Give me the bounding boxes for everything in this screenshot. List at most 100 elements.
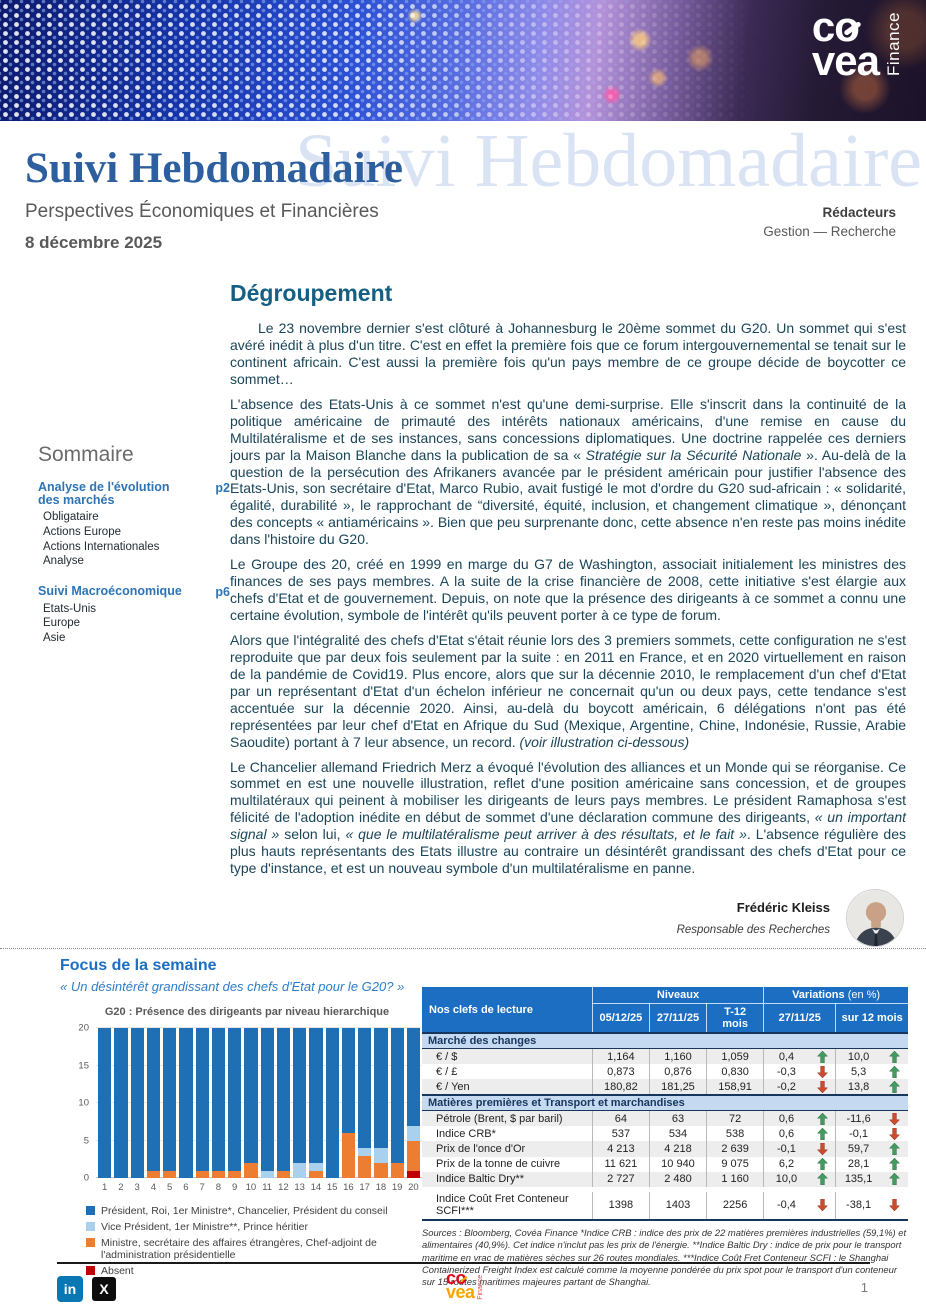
table-row: € / Yen 180,82 181,25 158,91 -0,2 13,8 [422, 1079, 908, 1096]
arrow-up-icon [888, 1050, 901, 1063]
chart-bar-segment [293, 1163, 307, 1178]
row-label: € / £ [436, 1065, 458, 1078]
toc-section-label[interactable]: Analyse de l'évolution des marchés [38, 480, 170, 508]
level-value: 1,160 [648, 1048, 707, 1065]
variation-arrow [880, 1110, 908, 1127]
chart-bar-segment [390, 1163, 404, 1178]
chart-bar-segment [406, 1170, 420, 1178]
legend-swatch [86, 1206, 95, 1215]
legend-label: Absent [101, 1265, 134, 1278]
article-paragraph: Le 23 novembre dernier s'est clôturé à J… [230, 320, 906, 388]
level-value: 1,164 [591, 1048, 650, 1065]
level-value: 538 [706, 1126, 764, 1142]
legend-swatch [86, 1238, 95, 1248]
paragraph-run: ». Au-delà de la question de la persécut… [230, 446, 906, 548]
chart-y-tick: 10 [78, 1097, 89, 1109]
variation-value: 0,6 [763, 1126, 809, 1142]
arrow-up-icon [816, 1127, 828, 1141]
chart-x-tick: 4 [150, 1182, 157, 1193]
chart-bar-segment [228, 1028, 242, 1171]
arrow-up-icon [888, 1172, 901, 1186]
table-row: Pétrole (Brent, $ par baril) 64 63 72 0,6 -11… [422, 1110, 908, 1127]
level-value: 4 213 [591, 1141, 650, 1157]
level-value: 63 [648, 1110, 707, 1127]
chart-x-tick: 8 [215, 1182, 222, 1193]
chart-gridline [96, 1064, 422, 1066]
toc-item[interactable]: Actions Internationales [43, 540, 160, 553]
editors-block: Rédacteurs Gestion — Recherche [763, 205, 896, 239]
chart-legend-item: Absent [86, 1265, 422, 1277]
arrow-up-icon [888, 1157, 901, 1171]
chart-bar [260, 1028, 274, 1178]
footer-logo-finance: Finance [476, 1274, 484, 1300]
chart-x-tick: 12 [278, 1182, 289, 1193]
chart-bar-segment [244, 1028, 258, 1163]
variation-value: -11,6 [835, 1110, 881, 1127]
focus-title: Focus de la semaine [60, 957, 217, 974]
linkedin-icon[interactable]: in [57, 1276, 83, 1302]
level-value: 11 621 [591, 1156, 650, 1172]
chart-bar [211, 1028, 225, 1178]
footer-logo-text: co vea [446, 1269, 475, 1302]
level-value: 2 727 [591, 1171, 650, 1190]
toc-item[interactable]: Obligataire [43, 511, 99, 524]
chart-gridline [96, 1102, 422, 1103]
chart-area: 0 5 10 15 20 [72, 1023, 422, 1184]
variation-arrow [880, 1171, 908, 1190]
page-subtitle: Perspectives Économiques et Financières [25, 201, 379, 222]
level-value: 0,876 [648, 1064, 707, 1080]
author-avatar [846, 889, 904, 948]
variation-value: 28,1 [835, 1156, 881, 1172]
variation-value: 5,3 [835, 1064, 881, 1080]
toc-section-label[interactable]: Suivi Macroéconomique [38, 583, 182, 598]
chart-bar [98, 1028, 112, 1178]
chart-gridline [96, 1177, 422, 1178]
toc-item[interactable]: Etats-Unis [43, 602, 97, 615]
arrow-down-icon [816, 1080, 828, 1094]
chart-bar-segment [276, 1028, 290, 1171]
toc-item[interactable]: Analyse [43, 555, 84, 568]
row-label: Indice Baltic Dry** [422, 1171, 593, 1190]
chart-bar-segment [358, 1155, 372, 1178]
chart-x-tick: 11 [262, 1182, 273, 1193]
chart-bar-segment [358, 1028, 372, 1148]
arrow-down-icon [888, 1112, 901, 1126]
chart-bar-segment [211, 1028, 225, 1171]
row-label: Pétrole (Brent, $ par baril) [422, 1110, 593, 1127]
chart-bar-segment [293, 1028, 307, 1163]
chart-x-tick: 2 [118, 1182, 124, 1193]
legend-label: Vice Président, 1er Ministre**, Prince h… [101, 1221, 308, 1234]
hero-banner: co vea Finance [0, 0, 926, 121]
chart-bar-segment [341, 1028, 355, 1133]
level-value: 64 [591, 1110, 650, 1127]
toc-item[interactable]: Actions Europe [43, 525, 121, 538]
paragraph-run: . L'absence régulière des plus hauts rep… [230, 826, 906, 877]
chart-legend: Président, Roi, 1er Ministre*, Chancelie… [86, 1205, 422, 1277]
toc-section: Analyse de l'évolution des marchés p2 Obli… [38, 480, 230, 569]
covea-logo-text: co vea [812, 6, 880, 81]
row-label: Indice CRB* [436, 1127, 496, 1140]
chart-legend-item: Vice Président, 1er Ministre**, Prince h… [86, 1221, 422, 1233]
chart-bar-segment [406, 1140, 420, 1171]
variation-value: -0,1 [835, 1126, 881, 1142]
toc-section-page: p2 [215, 481, 230, 495]
toc-item[interactable]: Asie [43, 632, 66, 645]
table-row: € / £ 0,873 0,876 0,830 -0,3 5,3 [422, 1064, 908, 1080]
level-value: 180,82 [591, 1079, 650, 1096]
variation-arrow [809, 1064, 836, 1079]
hero-led-dots-decoration [0, 0, 926, 121]
x-twitter-icon[interactable]: X [92, 1277, 116, 1301]
toc-item[interactable]: Europe [43, 617, 81, 630]
table-section-row: Matières premières et Transport et march… [422, 1094, 908, 1112]
chart-plot [96, 1027, 422, 1178]
row-label: € / $ [422, 1048, 593, 1065]
variation-value: 10,0 [835, 1048, 881, 1065]
paragraph-run: Alors que l'intégralité des chefs d'Etat… [230, 631, 906, 750]
paragraph-run: Le Groupe des 20, créé en 1999 en marge … [230, 556, 906, 623]
col-header-date1: 05/12/25 [591, 1003, 650, 1033]
chart-title: G20 : Présence des dirigeants par niveau… [104, 1006, 390, 1018]
level-value: 2 639 [706, 1141, 764, 1157]
table-row: Indice CRB* 537 534 538 0,6 -0,1 [422, 1126, 908, 1142]
chart-x-tick: 18 [375, 1182, 387, 1193]
